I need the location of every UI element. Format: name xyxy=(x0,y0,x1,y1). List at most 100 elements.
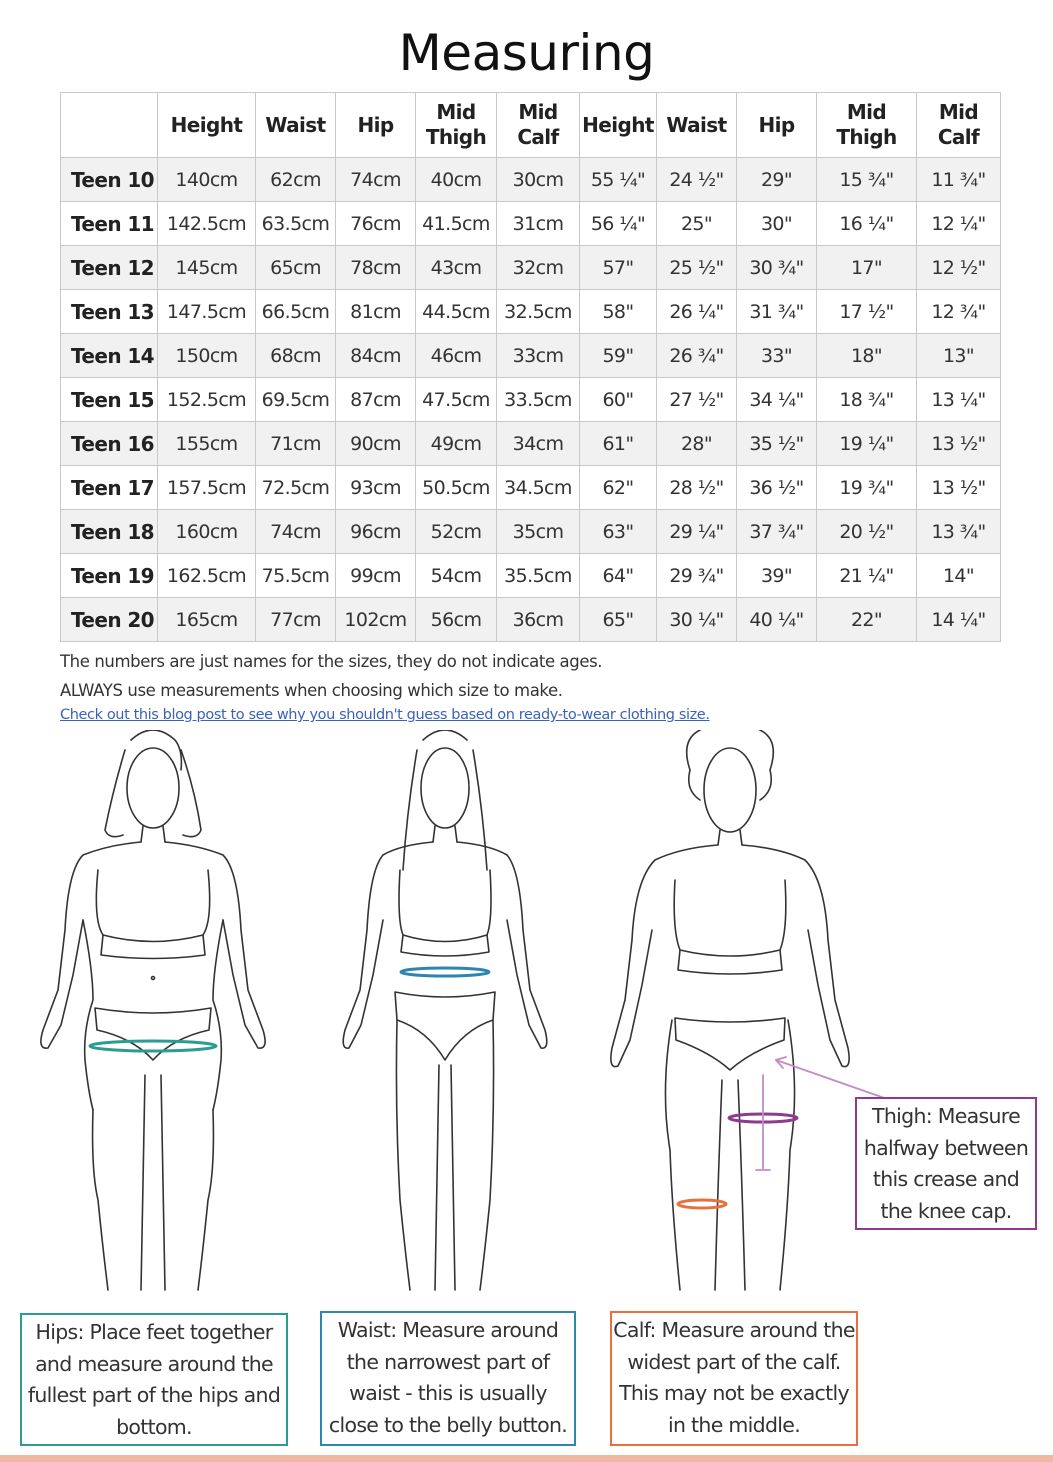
measurement-cell: 71cm xyxy=(255,421,336,466)
figure-hips xyxy=(40,730,266,1291)
measurement-cell: 13 ¼" xyxy=(916,377,1001,422)
measurement-cell: 84cm xyxy=(335,333,416,378)
measurement-cell: 12 ½" xyxy=(916,245,1001,290)
measurement-cell: 147.5cm xyxy=(157,289,256,334)
measurement-cell: 18 ¾" xyxy=(816,377,917,422)
measurement-cell: 62cm xyxy=(255,157,336,202)
measurement-cell: 61" xyxy=(579,421,657,466)
measurement-cell: 140cm xyxy=(157,157,256,202)
measurement-cell: 17 ½" xyxy=(816,289,917,334)
hips-callout: Hips: Place feet together and measure ar… xyxy=(20,1313,288,1446)
measurement-cell: 33" xyxy=(736,333,817,378)
measurement-cell: 36 ½" xyxy=(736,465,817,510)
size-name-cell: Teen 19 xyxy=(60,553,158,598)
measurement-cell: 157.5cm xyxy=(157,465,256,510)
measurement-cell: 49cm xyxy=(415,421,497,466)
measurement-cell: 50.5cm xyxy=(415,465,497,510)
measurement-cell: 165cm xyxy=(157,597,256,642)
measurement-cell: 77cm xyxy=(255,597,336,642)
note-sizes-not-ages: The numbers are just names for the sizes… xyxy=(60,652,603,671)
measurement-cell: 57" xyxy=(579,245,657,290)
measurement-cell: 14 ¼" xyxy=(916,597,1001,642)
size-name-cell: Teen 15 xyxy=(60,377,158,422)
measurement-cell: 27 ½" xyxy=(656,377,737,422)
measurement-cell: 160cm xyxy=(157,509,256,554)
measurement-cell: 33.5cm xyxy=(496,377,580,422)
accent-bar xyxy=(0,1455,1053,1462)
table-header-row: Height Waist Hip Mid Thigh Mid Calf Height Waist… xyxy=(60,92,1001,158)
measurement-cell: 64" xyxy=(579,553,657,598)
column-header: Height xyxy=(579,92,657,158)
size-name-cell: Teen 14 xyxy=(60,333,158,378)
measurement-cell: 75.5cm xyxy=(255,553,336,598)
measurement-cell: 25 ½" xyxy=(656,245,737,290)
page-title: Measuring xyxy=(398,24,655,82)
column-header: Height xyxy=(157,92,256,158)
measurement-cell: 76cm xyxy=(335,201,416,246)
measurement-cell: 142.5cm xyxy=(157,201,256,246)
measurement-cell: 26 ¾" xyxy=(656,333,737,378)
measurement-cell: 26 ¼" xyxy=(656,289,737,334)
size-name-cell: Teen 11 xyxy=(60,201,158,246)
measurement-cell: 13 ½" xyxy=(916,465,1001,510)
table-row: Teen 16 155cm 71cm 90cm 49cm 34cm 61" 28" 35 ½" 1… xyxy=(60,421,1001,466)
measurement-cell: 81cm xyxy=(335,289,416,334)
measurement-cell: 36cm xyxy=(496,597,580,642)
measurement-cell: 30 ¾" xyxy=(736,245,817,290)
column-header: Mid Calf xyxy=(496,92,580,158)
measurement-cell: 21 ¼" xyxy=(816,553,917,598)
measurement-cell: 99cm xyxy=(335,553,416,598)
measurement-cell: 13 ¾" xyxy=(916,509,1001,554)
size-chart-table: Height Waist Hip Mid Thigh Mid Calf Height Waist… xyxy=(60,92,1001,642)
figure-waist xyxy=(342,730,548,1291)
measurement-cell: 25" xyxy=(656,201,737,246)
measurement-cell: 16 ¼" xyxy=(816,201,917,246)
column-header: Waist xyxy=(656,92,737,158)
size-name-cell: Teen 18 xyxy=(60,509,158,554)
measurement-cell: 32.5cm xyxy=(496,289,580,334)
measurement-cell: 35cm xyxy=(496,509,580,554)
blog-post-link[interactable]: Check out this blog post to see why you … xyxy=(60,707,710,723)
table-row: Teen 10 140cm 62cm 74cm 40cm 30cm 55 ¼" 24 ½" 29… xyxy=(60,157,1001,202)
calf-callout: Calf: Measure around the widest part of … xyxy=(610,1311,858,1446)
measurement-cell: 68cm xyxy=(255,333,336,378)
measurement-cell: 155cm xyxy=(157,421,256,466)
table-row: Teen 20 165cm 77cm 102cm 56cm 36cm 65" 30 ¼" 40 … xyxy=(60,597,1001,642)
measurement-cell: 35 ½" xyxy=(736,421,817,466)
measurement-cell: 14" xyxy=(916,553,1001,598)
measurement-cell: 19 ¼" xyxy=(816,421,917,466)
measurement-cell: 30cm xyxy=(496,157,580,202)
measurement-cell: 65cm xyxy=(255,245,336,290)
column-header: Hip xyxy=(736,92,817,158)
measurement-cell: 74cm xyxy=(255,509,336,554)
figure-calf-thigh xyxy=(610,730,891,1291)
measurement-cell: 60" xyxy=(579,377,657,422)
table-corner-cell xyxy=(60,92,158,158)
measurement-cell: 150cm xyxy=(157,333,256,378)
measurement-cell: 19 ¾" xyxy=(816,465,917,510)
table-row: Teen 15 152.5cm 69.5cm 87cm 47.5cm 33.5cm 60" 2… xyxy=(60,377,1001,422)
column-header: Mid Calf xyxy=(916,92,1001,158)
size-name-cell: Teen 20 xyxy=(60,597,158,642)
size-name-cell: Teen 16 xyxy=(60,421,158,466)
measurement-cell: 34.5cm xyxy=(496,465,580,510)
measurement-cell: 12 ¾" xyxy=(916,289,1001,334)
measurement-cell: 152.5cm xyxy=(157,377,256,422)
table-row: Teen 18 160cm 74cm 96cm 52cm 35cm 63" 29 ¼" 37 ¾… xyxy=(60,509,1001,554)
measurement-cell: 145cm xyxy=(157,245,256,290)
thigh-callout: Thigh: Measure halfway between this crea… xyxy=(855,1097,1037,1230)
measurement-cell: 31 ¾" xyxy=(736,289,817,334)
measurement-cell: 74cm xyxy=(335,157,416,202)
measurement-cell: 28 ½" xyxy=(656,465,737,510)
measurement-cell: 54cm xyxy=(415,553,497,598)
table-row: Teen 13 147.5cm 66.5cm 81cm 44.5cm 32.5cm 58" 2… xyxy=(60,289,1001,334)
measurement-cell: 59" xyxy=(579,333,657,378)
measurement-cell: 72.5cm xyxy=(255,465,336,510)
measurement-cell: 34 ¼" xyxy=(736,377,817,422)
measurement-cell: 62" xyxy=(579,465,657,510)
measurement-cell: 102cm xyxy=(335,597,416,642)
measurement-cell: 11 ¾" xyxy=(916,157,1001,202)
measurement-cell: 56 ¼" xyxy=(579,201,657,246)
measurement-cell: 40cm xyxy=(415,157,497,202)
measurement-cell: 20 ½" xyxy=(816,509,917,554)
